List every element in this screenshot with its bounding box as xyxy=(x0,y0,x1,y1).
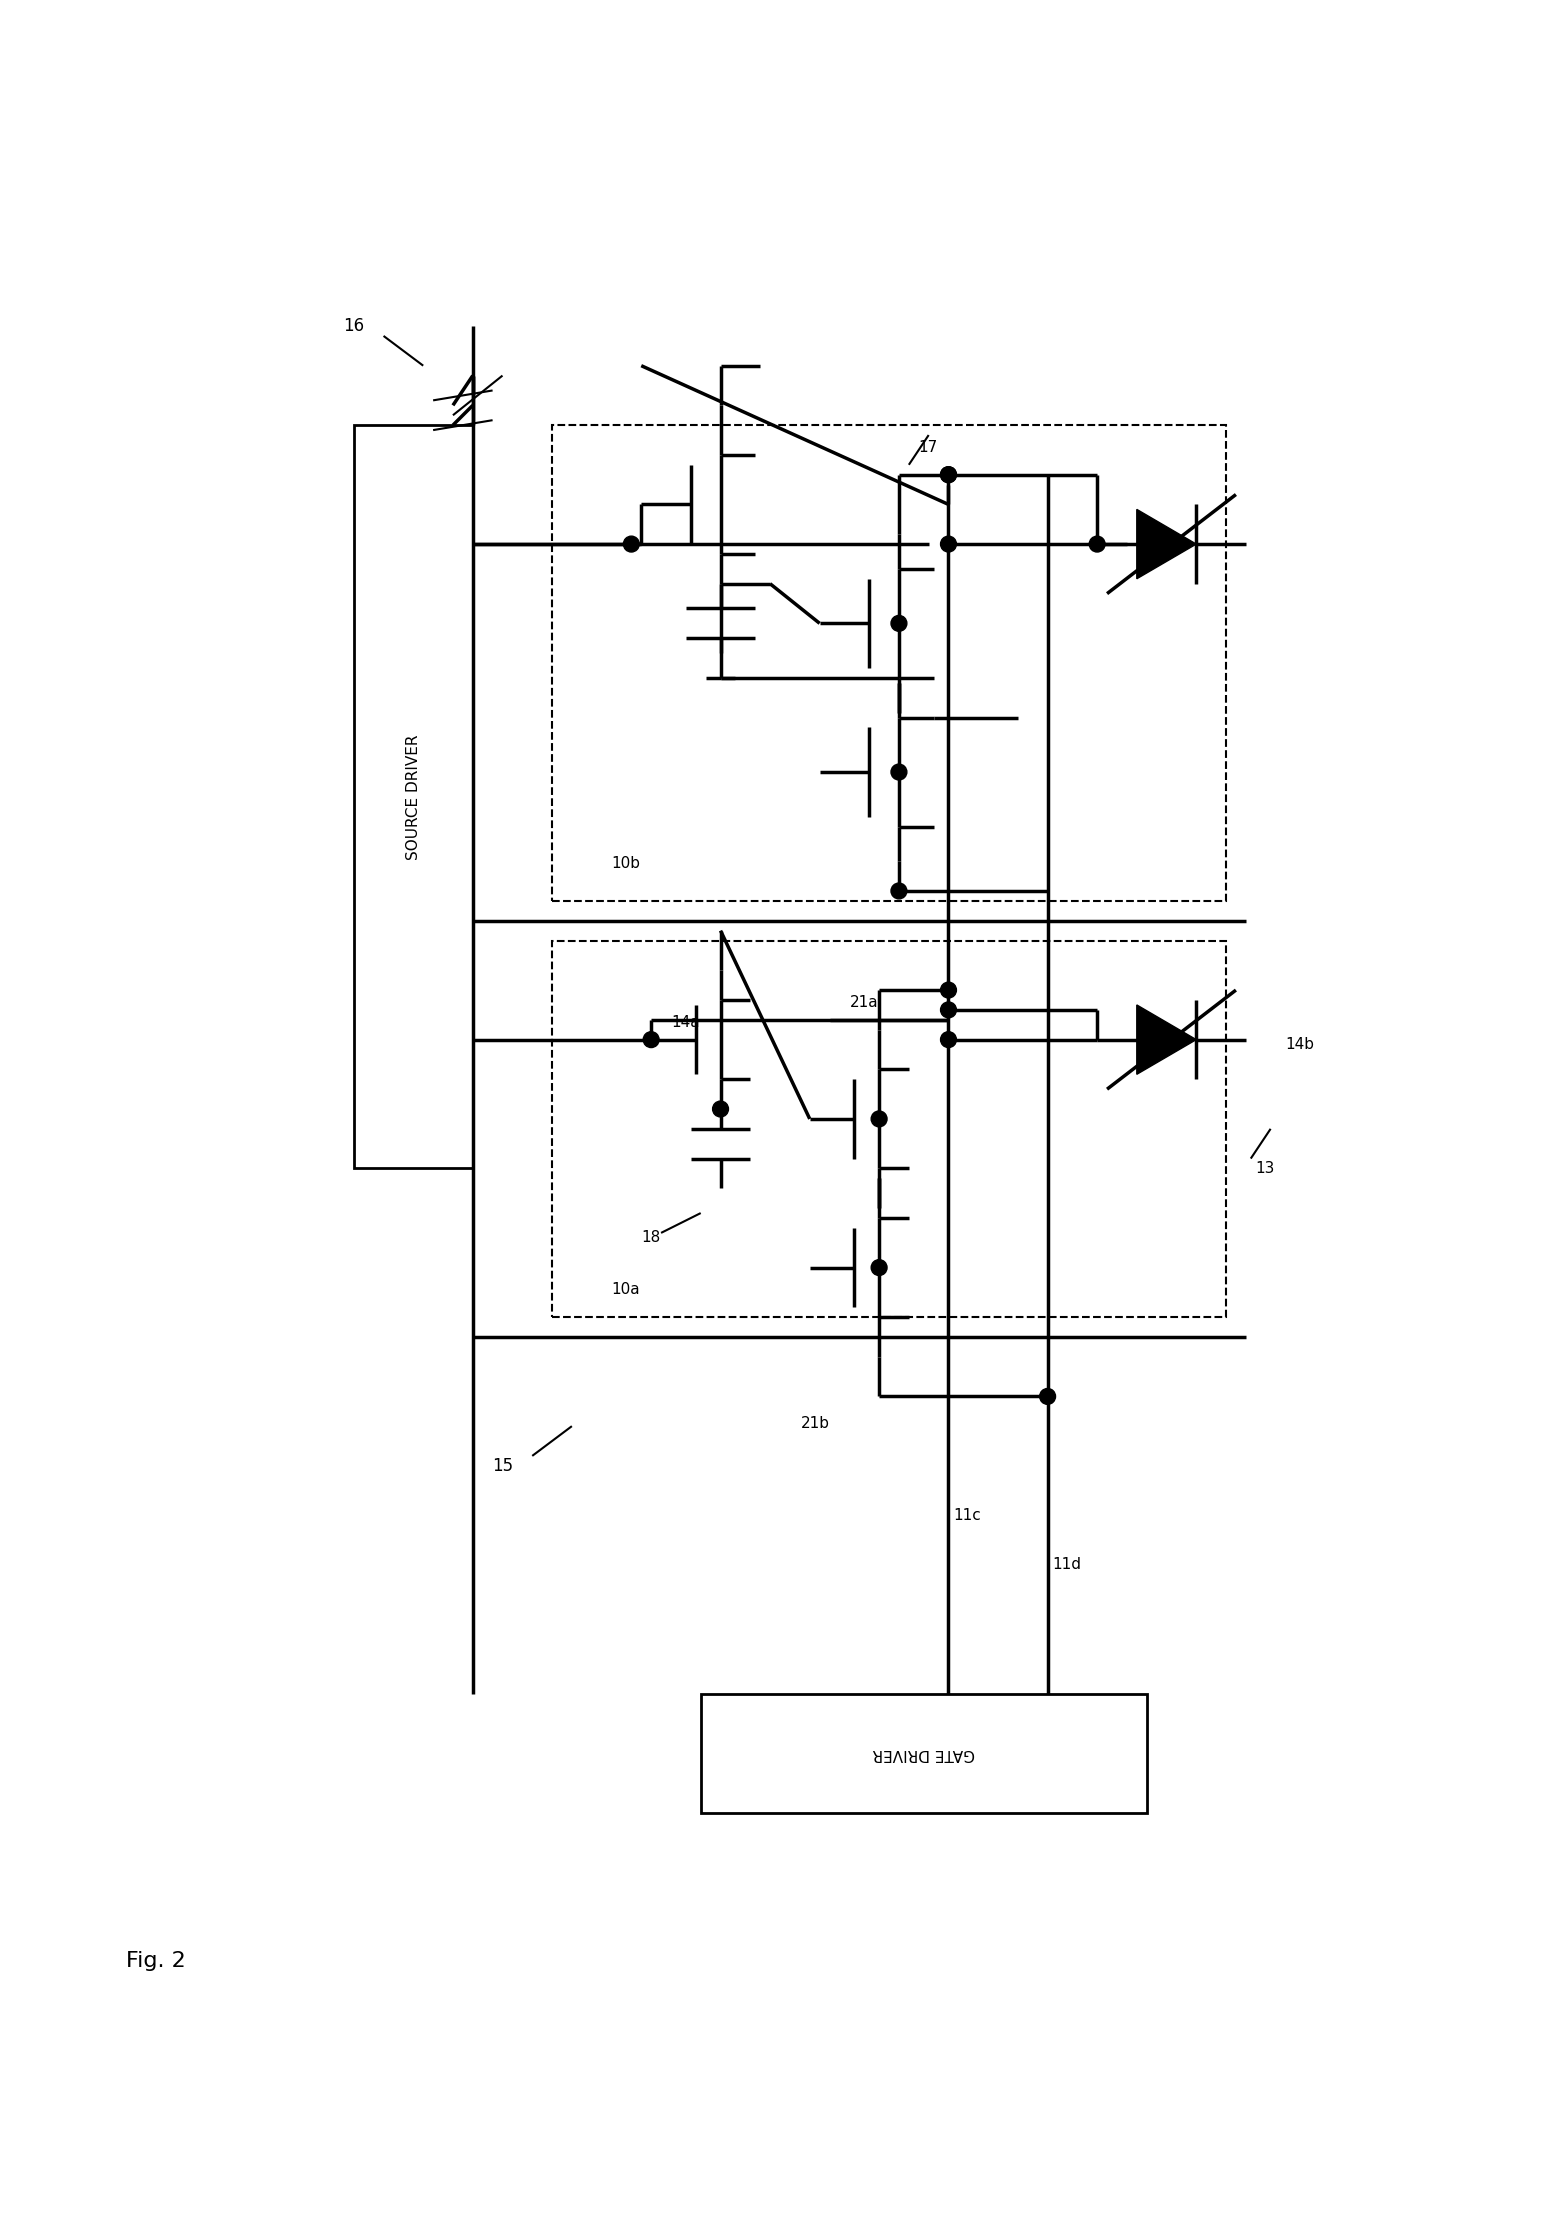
Circle shape xyxy=(623,537,640,553)
Text: 21b: 21b xyxy=(801,1416,829,1431)
Bar xyxy=(553,426,1225,901)
Text: Fig. 2: Fig. 2 xyxy=(126,1951,186,1970)
Text: 10b: 10b xyxy=(612,857,640,872)
Text: GATE DRIVER: GATE DRIVER xyxy=(873,1746,976,1760)
Circle shape xyxy=(941,466,957,482)
Polygon shape xyxy=(1136,1005,1196,1074)
Circle shape xyxy=(1090,537,1105,553)
Circle shape xyxy=(643,1032,659,1047)
Text: 11c: 11c xyxy=(954,1509,982,1522)
Bar xyxy=(701,1693,1147,1813)
Text: 11d: 11d xyxy=(1052,1558,1082,1573)
Text: 10a: 10a xyxy=(612,1283,640,1298)
Text: 21a: 21a xyxy=(849,994,877,1010)
Circle shape xyxy=(713,1101,729,1116)
Circle shape xyxy=(871,1112,887,1127)
Bar xyxy=(553,941,1225,1318)
Circle shape xyxy=(941,537,957,553)
Circle shape xyxy=(1040,1389,1055,1405)
Text: SOURCE DRIVER: SOURCE DRIVER xyxy=(406,734,421,859)
Text: 16: 16 xyxy=(343,317,364,335)
Text: 18: 18 xyxy=(642,1229,660,1245)
Text: 15: 15 xyxy=(492,1458,514,1476)
Bar xyxy=(354,426,473,1169)
Circle shape xyxy=(891,763,907,779)
Circle shape xyxy=(941,983,957,999)
Circle shape xyxy=(941,1003,957,1019)
Text: 17: 17 xyxy=(919,439,938,455)
Text: 14b: 14b xyxy=(1285,1036,1314,1052)
Circle shape xyxy=(941,1032,957,1047)
Circle shape xyxy=(891,883,907,899)
Text: 13: 13 xyxy=(1255,1161,1275,1176)
Circle shape xyxy=(891,615,907,630)
Text: 14a: 14a xyxy=(671,1014,699,1030)
Circle shape xyxy=(941,466,957,482)
Circle shape xyxy=(871,1260,887,1276)
Polygon shape xyxy=(1136,510,1196,579)
